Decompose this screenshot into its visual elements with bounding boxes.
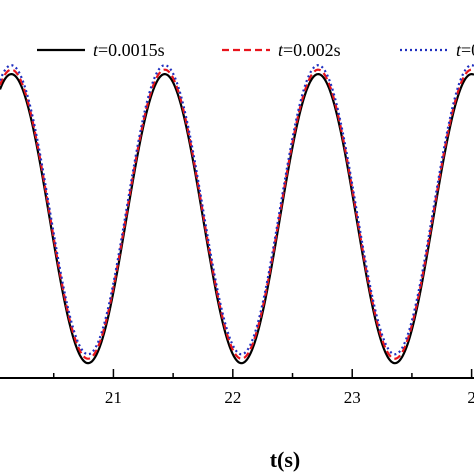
x-tick-label-1: 21: [105, 388, 122, 407]
axes: 21 22 23 2 t(s): [0, 369, 474, 472]
legend-label-3: t=0: [456, 40, 474, 60]
legend-label-1: t=0.0015s: [93, 40, 165, 60]
series-line-1: [0, 73, 474, 365]
legend: t=0.0015s t=0.002s t=0: [37, 40, 474, 60]
x-tick-label-3: 23: [344, 388, 361, 407]
x-tick-label-2: 22: [224, 388, 241, 407]
legend-label-2: t=0.002s: [278, 40, 341, 60]
x-axis-title: t(s): [270, 447, 301, 472]
x-tick-label-4: 2: [467, 388, 474, 407]
series-line-2: [0, 68, 474, 360]
series-curves: [0, 64, 474, 365]
series-line-3: [0, 64, 474, 356]
